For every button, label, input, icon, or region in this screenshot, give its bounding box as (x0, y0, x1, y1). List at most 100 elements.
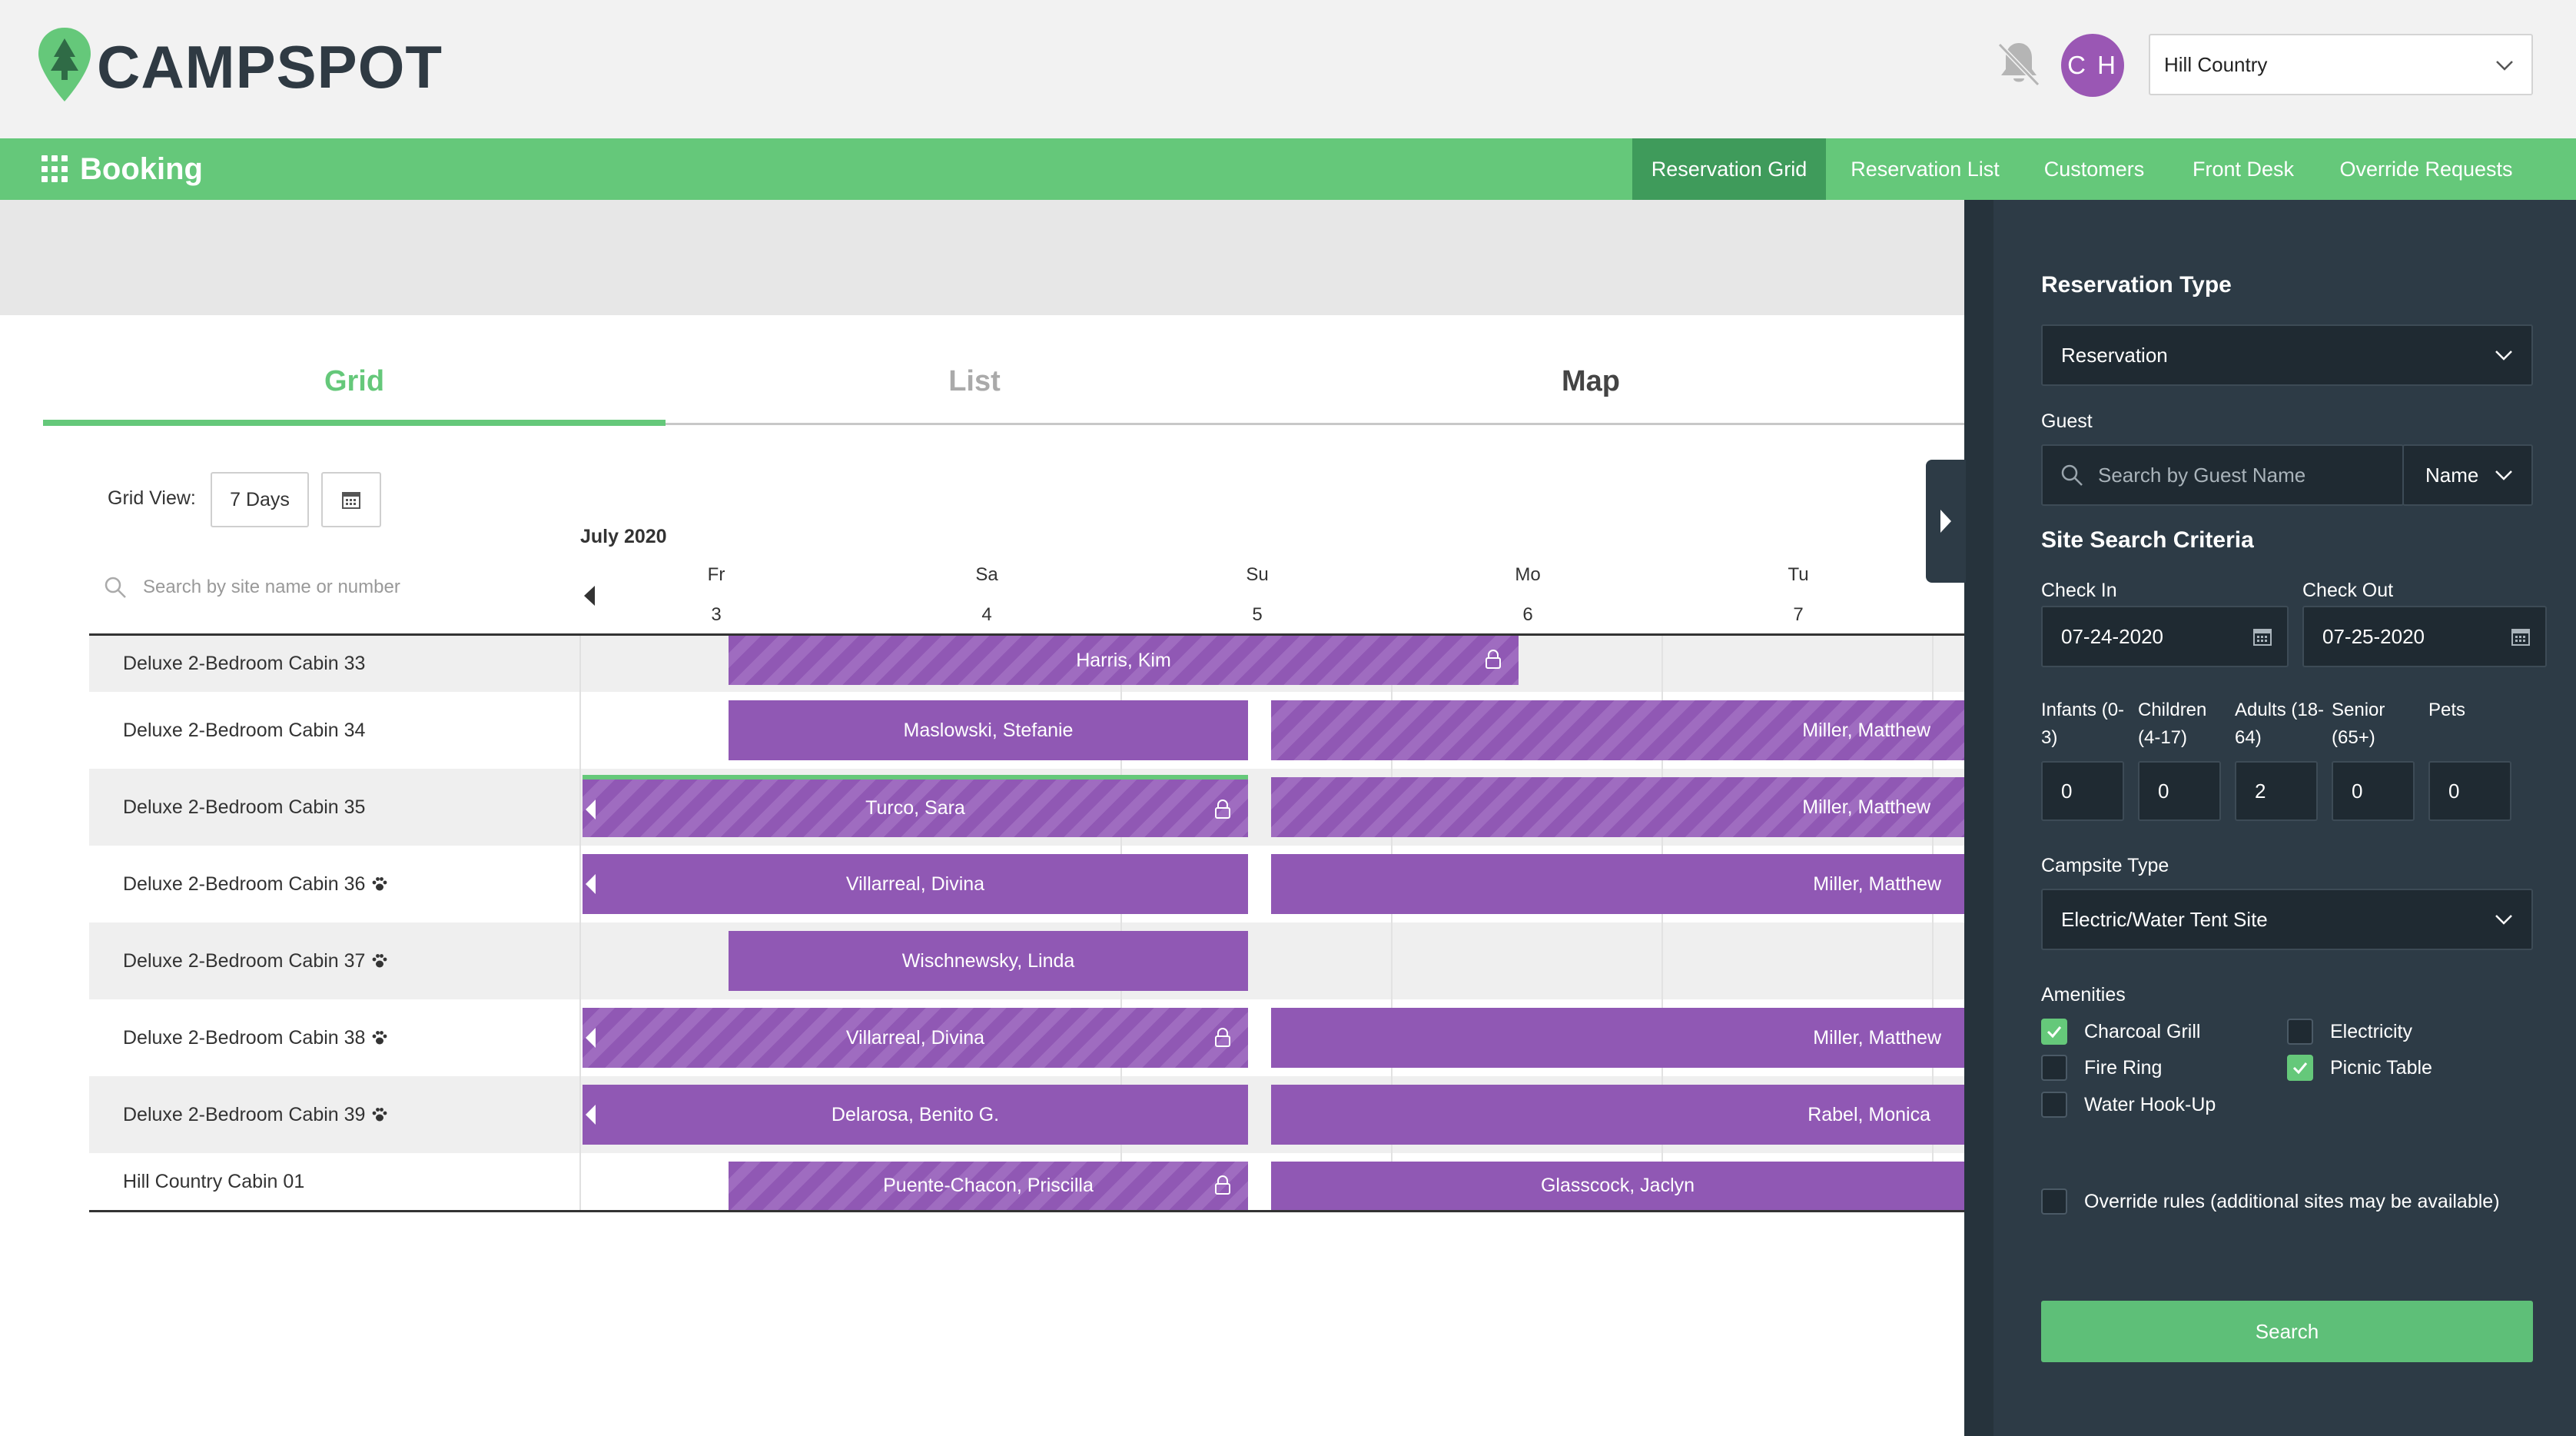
reservation-block[interactable]: Turco, Sara (583, 779, 1248, 837)
campground-select[interactable]: Hill Country (2149, 34, 2533, 95)
checkbox-checked[interactable] (2041, 1019, 2067, 1045)
reservation-guest: Harris, Kim (1076, 649, 1171, 671)
table-row: Deluxe 2-Bedroom Cabin 39 Delarosa, Beni… (89, 1076, 1964, 1153)
continues-left-icon (586, 1105, 596, 1125)
day-of-week: Sa (975, 564, 998, 585)
site-name-cell[interactable]: Deluxe 2-Bedroom Cabin 37 (89, 922, 581, 999)
reservation-block[interactable]: Miller, Matthew (1271, 854, 1964, 914)
children-input[interactable]: 0 (2138, 761, 2221, 821)
bell-off-icon[interactable] (1992, 37, 2046, 91)
reservation-block[interactable]: Villarreal, Divina (583, 1008, 1248, 1068)
continues-left-icon (586, 799, 596, 819)
checkmark-icon (2047, 1026, 2062, 1039)
site-search-input[interactable]: Search by site name or number (103, 570, 564, 604)
grid-view-select[interactable]: 7 Days (211, 472, 309, 527)
reservation-block[interactable]: Wischnewsky, Linda (729, 931, 1248, 991)
amenity-water-hook-up[interactable]: Water Hook-Up (2041, 1092, 2216, 1118)
site-search-placeholder: Search by site name or number (143, 577, 400, 597)
reservation-block[interactable]: Miller, Matthew (1271, 700, 1964, 760)
nav-customers[interactable]: Customers (2043, 157, 2145, 181)
collapse-panel-button[interactable] (1926, 460, 1966, 583)
reservation-block[interactable]: Miller, Matthew (1271, 777, 1964, 837)
day-of-week: Su (1246, 564, 1269, 585)
site-name-cell[interactable]: Deluxe 2-Bedroom Cabin 36 (89, 846, 581, 922)
calendar-button[interactable] (321, 472, 381, 527)
search-button[interactable]: Search (2041, 1301, 2533, 1362)
checkbox-unchecked[interactable] (2041, 1188, 2067, 1215)
campsite-type-select[interactable]: Electric/Water Tent Site (2041, 889, 2533, 950)
guest-label: Guest (2041, 411, 2093, 432)
reservation-guest: Miller, Matthew (1802, 796, 1930, 818)
tab-grid[interactable]: Grid (324, 364, 385, 397)
amenity-picnic-table[interactable]: Picnic Table (2287, 1055, 2432, 1081)
checkmark-icon (2292, 1062, 2308, 1075)
amenity-fire-ring[interactable]: Fire Ring (2041, 1055, 2162, 1081)
site-search-criteria-title: Site Search Criteria (2041, 527, 2254, 553)
pet-friendly-icon (373, 877, 387, 891)
reservation-block[interactable]: Puente-Chacon, Priscilla (729, 1162, 1248, 1210)
reservation-guest: Villarreal, Divina (845, 1026, 985, 1049)
nav-front-desk[interactable]: Front Desk (2192, 157, 2295, 181)
site-name-cell[interactable]: Deluxe 2-Bedroom Cabin 33 (89, 636, 581, 692)
reservation-block[interactable]: Rabel, Monica (1271, 1085, 1964, 1145)
logo-pin-icon (38, 28, 91, 101)
site-name: Deluxe 2-Bedroom Cabin 37 (123, 949, 366, 972)
lock-icon (1215, 799, 1230, 819)
adults-input[interactable]: 2 (2235, 761, 2318, 821)
pet-friendly-icon (373, 954, 387, 968)
tab-map[interactable]: Map (1562, 364, 1620, 397)
senior-input[interactable]: 0 (2332, 761, 2415, 821)
nav-override-requests[interactable]: Override Requests (2339, 157, 2513, 181)
reservation-block[interactable]: Villarreal, Divina (583, 854, 1248, 914)
main-nav: Booking Reservation Grid Reservation Lis… (0, 138, 2576, 200)
campspot-logo[interactable]: CAMPSPOT (37, 26, 442, 103)
nav-reservation-list[interactable]: Reservation List (1851, 157, 2000, 181)
checkbox-unchecked[interactable] (2041, 1092, 2067, 1118)
reservation-type-title: Reservation Type (2041, 272, 2232, 298)
site-name-cell[interactable]: Deluxe 2-Bedroom Cabin 34 (89, 692, 581, 769)
amenities-label: Amenities (2041, 984, 2126, 1006)
check-out-input[interactable]: 07-25-2020 (2302, 606, 2547, 667)
reservation-block[interactable]: Miller, Matthew (1271, 1008, 1964, 1068)
check-in-input[interactable]: 07-24-2020 (2041, 606, 2289, 667)
tab-list[interactable]: List (948, 364, 1001, 397)
reservation-block[interactable]: Glasscock, Jaclyn (1271, 1162, 1964, 1210)
guest-search-input[interactable]: Search by Guest Name (2041, 444, 2404, 506)
apps-grid-icon[interactable] (41, 155, 69, 183)
reservation-type-select[interactable]: Reservation (2041, 324, 2533, 386)
checkbox-checked[interactable] (2287, 1055, 2313, 1081)
reservation-block[interactable]: Harris, Kim (729, 636, 1519, 685)
amenity-electricity[interactable]: Electricity (2287, 1019, 2412, 1045)
day-of-week: Fr (707, 564, 725, 585)
reservation-block[interactable]: Delarosa, Benito G. (583, 1085, 1248, 1145)
site-name-cell[interactable]: Hill Country Cabin 01 (89, 1153, 581, 1210)
pet-friendly-icon (373, 1031, 387, 1045)
tab-active-indicator (43, 420, 666, 426)
lock-icon (1215, 1028, 1230, 1047)
chevron-down-icon (2496, 61, 2513, 71)
checkbox-unchecked[interactable] (2041, 1055, 2067, 1081)
pets-input[interactable]: 0 (2428, 761, 2511, 821)
nav-reservation-grid[interactable]: Reservation Grid (1632, 138, 1826, 200)
infants-input[interactable]: 0 (2041, 761, 2124, 821)
day-number: 4 (981, 604, 992, 625)
checkbox-unchecked[interactable] (2287, 1019, 2313, 1045)
day-of-week: Tu (1788, 564, 1809, 585)
calendar-icon (342, 492, 360, 509)
previous-dates-icon[interactable] (584, 586, 596, 606)
site-name-cell[interactable]: Deluxe 2-Bedroom Cabin 35 (89, 769, 581, 846)
site-name: Deluxe 2-Bedroom Cabin 36 (123, 873, 366, 895)
infants-label: Infants (0- 3) (2041, 700, 2125, 748)
guest-search-mode-select[interactable]: Name (2402, 444, 2533, 506)
reservation-guest: Miller, Matthew (1813, 1026, 1941, 1049)
site-name: Deluxe 2-Bedroom Cabin 34 (123, 719, 366, 741)
user-avatar[interactable]: C H (2061, 34, 2124, 97)
site-name-cell[interactable]: Deluxe 2-Bedroom Cabin 38 (89, 999, 581, 1076)
site-name-cell[interactable]: Deluxe 2-Bedroom Cabin 39 (89, 1076, 581, 1153)
override-rules-option[interactable]: Override rules (additional sites may be … (2041, 1188, 2500, 1215)
grid-header-divider (89, 633, 1964, 636)
amenity-charcoal-grill[interactable]: Charcoal Grill (2041, 1019, 2200, 1045)
reservation-block[interactable]: Maslowski, Stefanie (729, 700, 1248, 760)
site-name: Deluxe 2-Bedroom Cabin 38 (123, 1026, 366, 1049)
table-row: Deluxe 2-Bedroom Cabin 35 Turco, Sara Mi… (89, 769, 1964, 846)
